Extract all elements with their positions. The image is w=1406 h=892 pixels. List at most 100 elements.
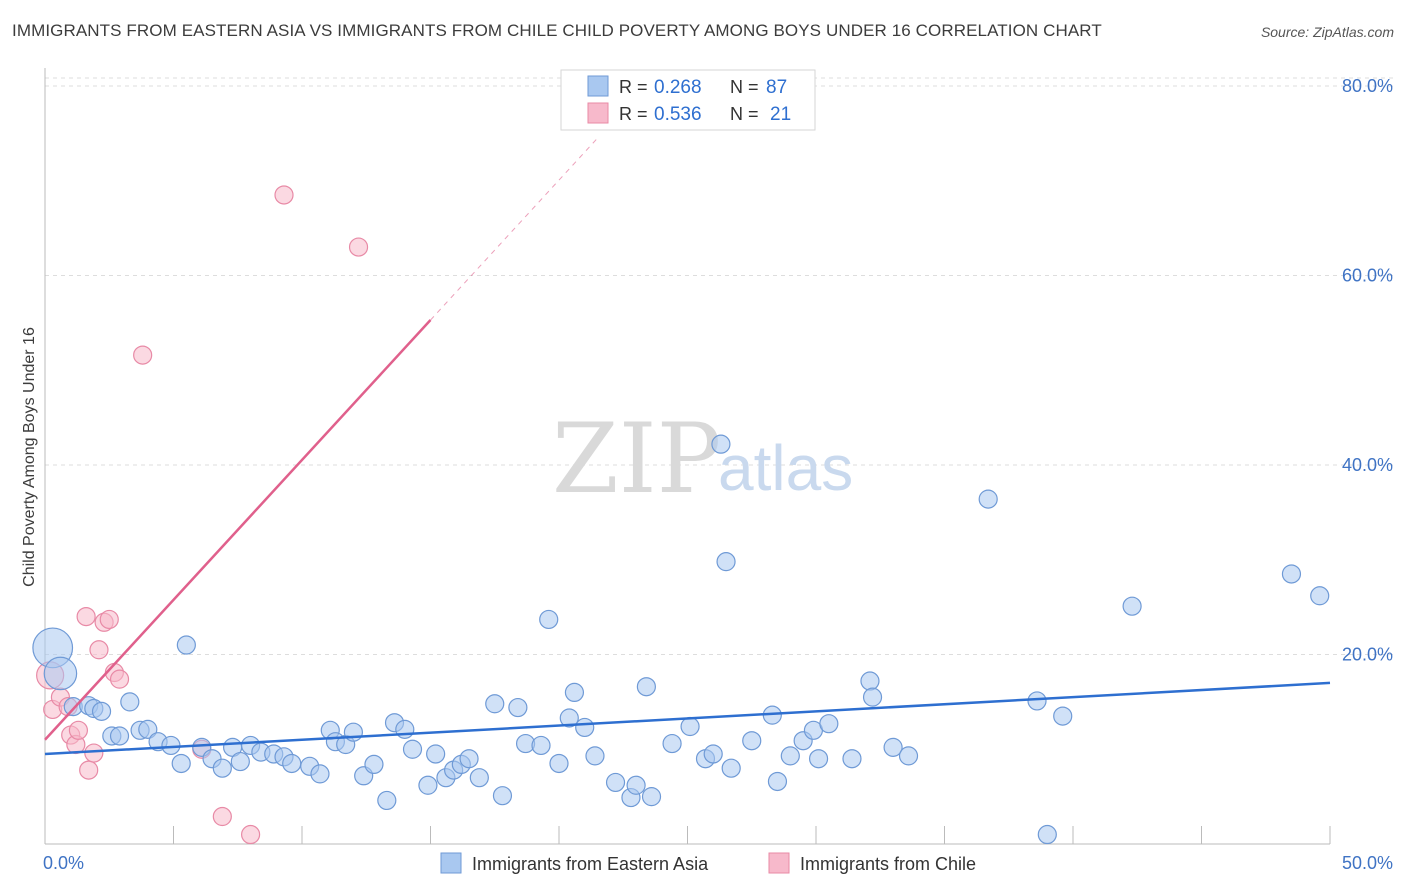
point-eastern-asia [469,768,489,788]
point-eastern-asia [1037,824,1057,845]
point-eastern-asia [767,771,788,792]
point-eastern-asia [575,717,595,738]
point-eastern-asia [531,735,551,756]
point-chile [68,720,89,740]
y-tick-label: 60.0% [1342,266,1393,286]
point-eastern-asia [508,697,528,718]
y-tick-labels: 20.0% 40.0% 60.0% 80.0% [1342,76,1393,665]
point-eastern-asia [1053,706,1073,726]
point-eastern-asia [91,701,112,721]
point-chile [241,824,261,845]
bottom-legend: Immigrants from Eastern Asia Immigrants … [440,852,976,874]
point-eastern-asia [310,764,330,784]
point-eastern-asia [898,746,919,766]
legend-n-value-1: 87 [766,77,787,98]
point-eastern-asia [626,775,646,795]
point-eastern-asia [418,775,438,795]
source-label: Source: ZipAtlas.com [1260,24,1394,40]
y-axis-label: Child Poverty Among Boys Under 16 [21,327,38,587]
x-tick-label-min: 0.0% [43,853,84,873]
point-eastern-asia [641,787,662,807]
point-eastern-asia [109,726,130,746]
bottom-legend-swatch-chile [768,852,790,874]
point-eastern-asia [605,772,626,793]
point-eastern-asia [636,677,656,697]
y-tick-label: 80.0% [1342,76,1393,96]
y-tick-label: 20.0% [1342,645,1393,665]
point-eastern-asia [459,749,479,769]
point-eastern-asia [883,737,903,757]
point-eastern-asia [230,751,250,772]
legend-swatch-eastern-asia [587,75,609,97]
point-eastern-asia [485,694,505,714]
point-chile [133,345,153,365]
trend-layer [44,137,1331,756]
point-eastern-asia [716,552,736,572]
point-eastern-asia [377,790,397,811]
point-eastern-asia [43,656,78,691]
legend-n-label-1: N = [730,77,759,97]
point-eastern-asia [662,733,682,754]
point-chile [79,760,99,780]
point-chile [84,743,104,763]
point-chile [274,185,294,205]
point-chile [348,237,369,257]
legend-r-label-2: R = [619,104,648,124]
point-eastern-asia [1310,586,1330,606]
legend-n-label-2: N = [730,104,759,124]
watermark-atlas: atlas [718,432,853,504]
point-eastern-asia [703,744,723,764]
legend-n-value-2: 21 [770,104,791,125]
top-legend: R = 0.268 N = 87 R = 0.536 N = 21 [560,69,816,131]
point-eastern-asia [780,746,800,766]
point-eastern-asia [426,744,446,764]
point-eastern-asia [680,716,700,737]
trendline-chile-extension [430,137,598,321]
trendline-chile [44,319,432,741]
point-eastern-asia [402,739,423,759]
point-chile [109,669,130,689]
point-eastern-asia [842,749,862,769]
bottom-legend-label-eastern-asia: Immigrants from Eastern Asia [472,854,709,874]
legend-swatch-chile [587,102,609,124]
legend-r-label-1: R = [619,77,648,97]
point-eastern-asia [492,786,513,806]
point-chile [89,640,109,660]
point-eastern-asia [978,489,998,509]
point-eastern-asia [808,749,829,769]
point-eastern-asia [171,753,191,774]
point-eastern-asia [1027,691,1047,711]
point-eastern-asia [742,731,762,751]
point-eastern-asia [120,692,140,712]
point-eastern-asia [282,753,302,774]
point-eastern-asia [559,708,579,728]
bottom-legend-swatch-eastern-asia [440,852,462,874]
point-eastern-asia [860,671,880,691]
point-eastern-asia [1122,596,1142,616]
point-eastern-asia [819,714,839,734]
point-eastern-asia [176,635,196,655]
point-eastern-asia [585,746,605,766]
bottom-legend-label-chile: Immigrants from Chile [800,854,976,874]
point-eastern-asia [138,719,158,739]
point-eastern-asia [539,609,559,630]
point-eastern-asia [862,687,883,707]
point-eastern-asia [721,758,741,778]
x-tick-label-max: 50.0% [1342,853,1393,873]
legend-r-value-1: 0.268 [654,77,702,98]
point-chile [76,606,96,627]
legend-r-value-2: 0.536 [654,104,702,125]
point-eastern-asia [212,758,232,778]
trendline-eastern-asia [44,681,1331,756]
y-tick-label: 40.0% [1342,455,1393,475]
watermark: ZIP atlas [552,403,853,515]
point-eastern-asia [711,434,731,454]
point-eastern-asia [1281,564,1302,584]
point-eastern-asia [549,753,569,774]
watermark-zip: ZIP [552,403,721,515]
point-chile [99,609,119,630]
point-eastern-asia [364,754,384,775]
point-eastern-asia [564,682,585,703]
point-chile [212,806,232,827]
